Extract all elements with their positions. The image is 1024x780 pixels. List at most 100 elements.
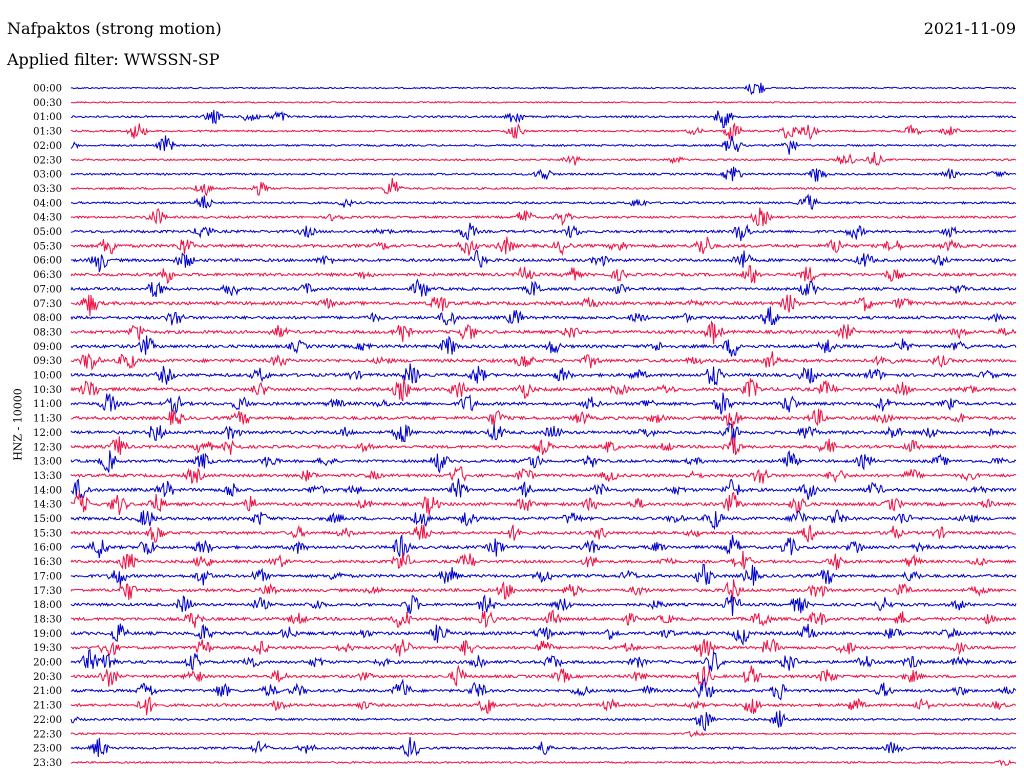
trace-line	[70, 466, 1017, 484]
time-tick-label: 07:00	[33, 284, 62, 295]
trace-line	[70, 82, 1017, 96]
time-tick-label: 14:30	[33, 500, 62, 511]
time-tick-label: 06:30	[33, 270, 62, 281]
time-tick-label: 16:00	[33, 543, 62, 554]
trace-line	[70, 392, 1017, 415]
trace-line	[70, 109, 1017, 129]
time-tick-label: 10:30	[33, 385, 62, 396]
trace-line	[70, 638, 1017, 657]
trace-line	[70, 534, 1017, 559]
trace-line	[70, 478, 1017, 500]
time-tick-label: 03:00	[33, 170, 62, 181]
trace-line	[70, 491, 1017, 516]
trace-line	[70, 378, 1017, 402]
time-tick-label: 04:30	[33, 213, 62, 224]
trace-line	[70, 664, 1017, 688]
trace-line	[70, 408, 1017, 429]
time-tick-label: 13:30	[33, 471, 62, 482]
trace-line	[70, 648, 1017, 672]
time-tick-label: 09:30	[33, 356, 62, 367]
time-tick-label: 02:00	[33, 141, 62, 152]
trace-line	[70, 524, 1017, 543]
trace-line	[70, 676, 1017, 701]
time-tick-label: 19:30	[33, 643, 62, 654]
time-tick-label: 08:00	[33, 313, 62, 324]
time-tick-label: 01:30	[33, 127, 62, 138]
time-tick-label: 21:30	[33, 701, 62, 712]
filter-label: Applied filter: WWSSN-SP	[7, 50, 220, 69]
time-tick-label: 18:00	[33, 600, 62, 611]
trace-line	[70, 509, 1017, 531]
time-tick-label: 15:00	[33, 514, 62, 525]
time-tick-label: 22:00	[33, 715, 62, 726]
time-tick-label: 18:30	[33, 614, 62, 625]
time-tick-label: 13:00	[33, 457, 62, 468]
time-tick-label: 23:30	[33, 758, 62, 769]
trace-line	[70, 294, 1017, 317]
trace-line	[70, 320, 1017, 345]
trace-line	[70, 278, 1017, 298]
time-tick-label: 00:30	[33, 98, 62, 109]
time-tick-label: 00:00	[33, 84, 62, 95]
trace-line	[70, 550, 1017, 570]
record-date: 2021-11-09	[923, 19, 1016, 38]
trace-line	[70, 335, 1017, 357]
time-tick-label: 17:00	[33, 571, 62, 582]
trace-line	[70, 306, 1017, 326]
trace-line	[70, 166, 1017, 182]
time-tick-label: 15:30	[33, 528, 62, 539]
trace-line	[70, 207, 1017, 227]
time-tick-label: 12:30	[33, 442, 62, 453]
time-tick-label: 20:30	[33, 672, 62, 683]
trace-line	[70, 623, 1017, 646]
trace-line	[70, 151, 1017, 166]
trace-line	[70, 265, 1017, 285]
time-tick-label: 09:00	[33, 342, 62, 353]
trace-line	[70, 563, 1017, 586]
time-tick-label: 16:30	[33, 557, 62, 568]
trace-line	[70, 737, 1017, 758]
time-tick-label: 02:30	[33, 155, 62, 166]
trace-line	[70, 122, 1017, 142]
trace-line	[70, 249, 1017, 273]
trace-line	[70, 696, 1017, 716]
time-tick-label: 07:30	[33, 299, 62, 310]
time-tick-label: 17:30	[33, 586, 62, 597]
time-tick-label: 01:00	[33, 112, 62, 123]
time-tick-label: 21:00	[33, 686, 62, 697]
trace-line	[70, 710, 1017, 732]
time-tick-label: 22:30	[33, 729, 62, 740]
trace-line	[70, 579, 1017, 602]
time-tick-label: 11:30	[33, 414, 62, 425]
trace-line	[70, 435, 1017, 456]
time-tick-label: 20:00	[33, 658, 62, 669]
trace-line	[70, 759, 1017, 767]
trace-line	[70, 609, 1017, 629]
time-tick-label: 10:00	[33, 371, 62, 382]
station-title: Nafpaktos (strong motion)	[7, 19, 222, 38]
trace-line	[70, 135, 1017, 155]
time-tick-label: 11:00	[33, 399, 62, 410]
time-tick-label: 23:00	[33, 744, 62, 755]
trace-line	[70, 236, 1017, 257]
time-tick-label: 19:00	[33, 629, 62, 640]
time-tick-label: 03:30	[33, 184, 62, 195]
trace-line	[70, 178, 1017, 197]
trace-line	[70, 193, 1017, 210]
time-tick-label: 06:00	[33, 256, 62, 267]
trace-line	[70, 450, 1017, 474]
time-tick-label: 14:00	[33, 485, 62, 496]
trace-line	[70, 729, 1017, 738]
trace-line	[70, 594, 1017, 616]
trace-line	[70, 363, 1017, 387]
trace-line	[70, 100, 1017, 104]
trace-line	[70, 351, 1017, 371]
trace-line	[70, 422, 1017, 445]
time-tick-label: 12:00	[33, 428, 62, 439]
trace-line	[70, 222, 1017, 242]
time-tick-label: 04:00	[33, 198, 62, 209]
time-tick-label: 05:30	[33, 241, 62, 252]
time-tick-label: 08:30	[33, 327, 62, 338]
